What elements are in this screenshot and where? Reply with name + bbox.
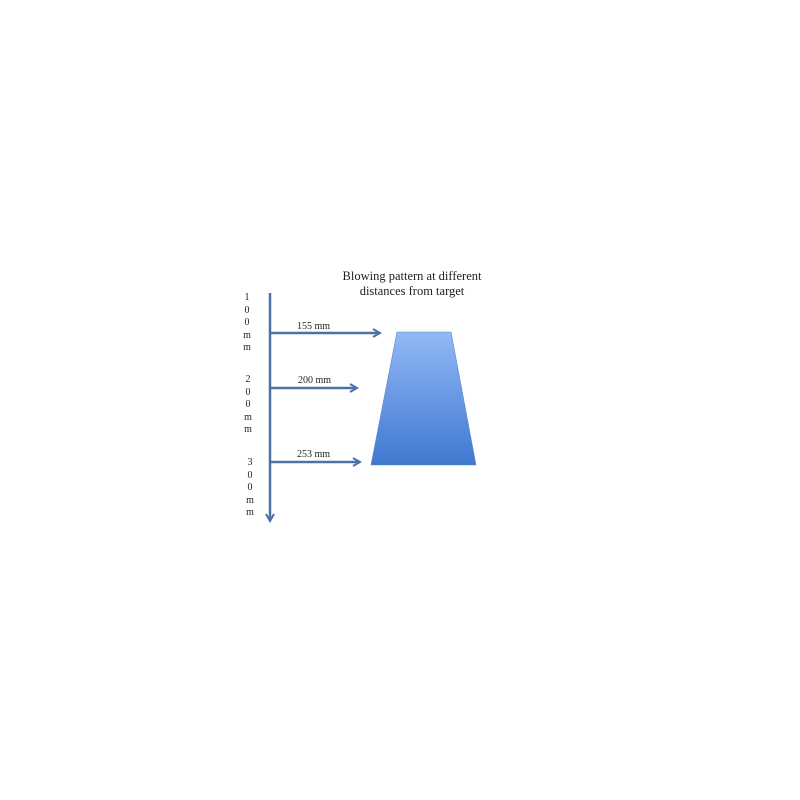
vertical-label-char: m xyxy=(244,411,252,423)
vertical-label-char: 3 xyxy=(247,457,253,468)
arrow-label-200mm: 200 mm xyxy=(298,375,332,386)
vertical-label-char: m xyxy=(244,424,252,435)
diagram-title: Blowing pattern at different distances f… xyxy=(312,269,512,299)
vertical-label-char: m xyxy=(246,494,254,506)
vertical-label-char: 0 xyxy=(244,317,250,328)
vertical-label-char: m xyxy=(246,507,254,518)
blowing-pattern-trapezoid xyxy=(370,331,477,466)
arrow-label-253mm: 253 mm xyxy=(297,449,331,460)
vertical-label-char: 1 xyxy=(244,292,250,303)
vertical-label-char: 2 xyxy=(245,374,251,385)
arrow-label-155mm: 155 mm xyxy=(297,321,331,332)
vertical-label-char: 0 xyxy=(245,386,251,398)
vertical-label-char: 0 xyxy=(247,469,253,481)
vertical-label-char: m xyxy=(243,329,251,341)
vertical-label-char: m xyxy=(243,342,251,353)
vertical-label-char: 0 xyxy=(244,304,250,316)
title-line-2: distances from target xyxy=(359,284,465,298)
vertical-label-char: 0 xyxy=(247,482,253,493)
title-line-1: Blowing pattern at different xyxy=(342,269,482,283)
vertical-label-char: 0 xyxy=(245,399,251,410)
